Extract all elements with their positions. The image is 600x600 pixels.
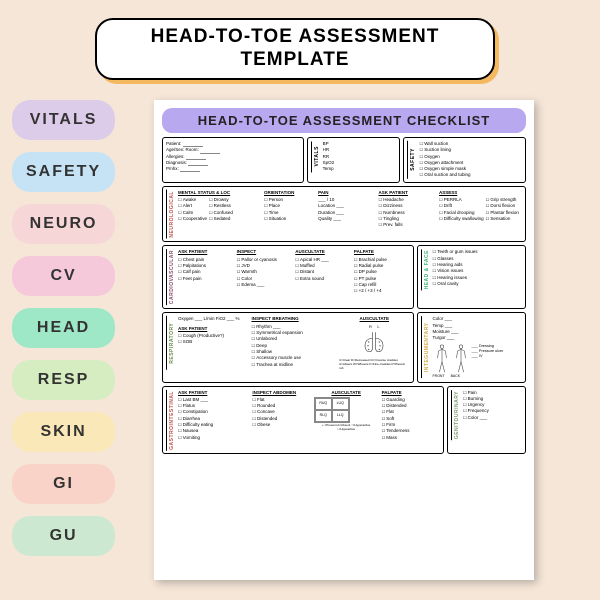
body-front-icon: [433, 344, 451, 374]
cardio-box: CARDIOVASCULAR ASK PATIENTChest painPalp…: [162, 245, 414, 309]
patient-box: Patient: Age/Sex: Room: Allergies: Diagn…: [162, 137, 304, 183]
tag-head: HEAD: [12, 308, 115, 348]
tag-resp: RESP: [12, 360, 115, 400]
integ-box: INTEGUMENTARY Color ___Temp ___Moisture …: [417, 312, 526, 382]
main-title-box: HEAD-TO-TOE ASSESSMENT TEMPLATE: [95, 18, 495, 80]
tag-gi: GI: [12, 464, 115, 504]
tag-gu: GU: [12, 516, 115, 556]
tag-skin: SKIN: [12, 412, 115, 452]
abdomen-quadrants: RUQLUQ RLQLLQ: [314, 397, 350, 423]
sheet-title: HEAD-TO-TOE ASSESSMENT CHECKLIST: [162, 108, 526, 133]
neuro-box: NEUROLOGICAL MENTAL STATUS & LOCAwakeAle…: [162, 186, 526, 243]
lungs-icon: [359, 329, 389, 355]
tag-cv: CV: [12, 256, 115, 296]
tag-safety: SAFETY: [12, 152, 115, 192]
gu-box: GENITOURINARY PainBurningUrgencyFrequenc…: [447, 386, 526, 455]
main-title: HEAD-TO-TOE ASSESSMENT TEMPLATE: [107, 26, 483, 72]
vitals-box: VITALS BPHRRRSpO2Temp: [307, 137, 401, 183]
tag-neuro: NEURO: [12, 204, 115, 244]
tag-list: VITALS SAFETY NEURO CV HEAD RESP SKIN GI GU: [12, 100, 115, 556]
head-box: HEAD & FACE Teeth or gum issuesGlassesHe…: [417, 245, 526, 309]
gi-box: GASTROINTESTINAL ASK PATIENTLast BM ___F…: [162, 386, 444, 455]
body-back-icon: [452, 344, 470, 374]
resp-box: RESPIRATORY Oxygen ___ L/min FiO2 ___ % …: [162, 312, 414, 382]
tag-vitals: VITALS: [12, 100, 115, 140]
safety-box: SAFETY Wall suctionSuction liningOxygenO…: [403, 137, 526, 183]
assessment-sheet: HEAD-TO-TOE ASSESSMENT CHECKLIST Patient…: [154, 100, 534, 580]
